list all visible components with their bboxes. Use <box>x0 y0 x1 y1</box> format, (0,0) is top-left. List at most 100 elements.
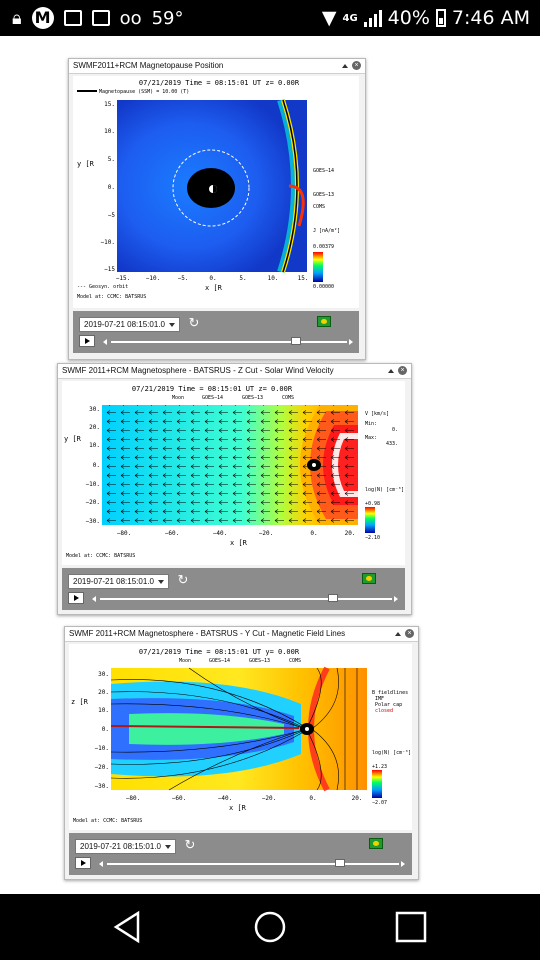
colorbar-min: −2.10 <box>365 535 380 541</box>
colorbar <box>372 770 382 798</box>
step-back-icon[interactable] <box>92 596 96 602</box>
legend-item: GOES−14 <box>209 658 230 664</box>
widget-title-bar: SWMF2011+RCM Magnetopause Position × <box>69 59 365 74</box>
legend-item: COMS <box>289 658 301 664</box>
recents-button[interactable] <box>395 911 427 943</box>
play-button[interactable] <box>68 592 84 604</box>
colorbar-min: 0.00000 <box>313 284 334 290</box>
x-tick: 20. <box>352 795 363 802</box>
time-slider[interactable] <box>107 863 399 865</box>
x-tick: 20. <box>345 530 356 537</box>
refresh-icon[interactable]: ↻ <box>177 572 189 587</box>
y-tick: 30. <box>98 671 109 678</box>
temperature: 59° <box>151 7 184 29</box>
y-axis-label: y [R <box>64 435 82 443</box>
network-type: 4G <box>342 12 358 24</box>
x-tick: −20. <box>262 795 276 802</box>
plot-title: 07/21/2019 Time = 08:15:01 UT z= 0.00R <box>132 385 293 393</box>
model-label: Model at: CCMC: BATSRUS <box>73 818 142 824</box>
magnetopause-widget: SWMF2011+RCM Magnetopause Position × 07/… <box>68 58 366 360</box>
max-label: Max: <box>365 435 377 441</box>
flag-icon[interactable] <box>369 838 383 849</box>
x-tick: 0. <box>309 795 316 802</box>
widget-title-bar: SWMF 2011+RCM Magnetosphere - BATSRUS - … <box>58 364 411 379</box>
flag-icon[interactable] <box>317 316 331 327</box>
fieldline-legend: IMF <box>375 696 384 702</box>
slider-thumb[interactable] <box>291 337 301 345</box>
widget-title: SWMF 2011+RCM Magnetosphere - BATSRUS - … <box>69 629 346 638</box>
x-tick: 0. <box>209 275 216 282</box>
y-tick: 20. <box>98 689 109 696</box>
y-tick: −15 <box>104 266 115 273</box>
home-button[interactable] <box>254 911 286 943</box>
calendar-icon <box>91 10 110 26</box>
widget-title: SWMF2011+RCM Magnetopause Position <box>73 61 224 70</box>
lock-icon: 🔒︎ <box>12 7 22 29</box>
navigation-bar <box>0 894 540 960</box>
refresh-icon[interactable]: ↻ <box>184 837 196 852</box>
refresh-icon[interactable]: ↻ <box>188 315 200 330</box>
date-select[interactable]: 2019-07-21 08:15:01.0 <box>68 574 169 589</box>
step-back-icon[interactable] <box>99 861 103 867</box>
y-tick: 0. <box>102 726 109 733</box>
step-forward-icon[interactable] <box>394 596 398 602</box>
y-tick: −5 <box>108 212 116 219</box>
y-tick: −30. <box>86 518 100 525</box>
x-tick: −40. <box>218 795 232 802</box>
collapse-icon[interactable] <box>342 63 348 68</box>
y-tick: 0. <box>93 462 100 469</box>
vector-label: V [km/s] <box>365 411 389 417</box>
voicemail-icon: oo <box>119 7 142 29</box>
playback-panel: 2019-07-21 08:15:01.0 ↻ <box>62 568 405 610</box>
x-tick: 0. <box>310 530 317 537</box>
x-axis-label: x [R <box>205 284 223 292</box>
close-icon[interactable]: × <box>352 61 361 70</box>
marker-label: GOES−13 <box>313 192 334 198</box>
x-axis-label: x [R <box>229 804 247 812</box>
x-tick: 10. <box>268 275 279 282</box>
back-button[interactable] <box>113 910 140 944</box>
colorbar-label: log(N) [cm⁻³] <box>372 750 411 756</box>
flag-icon[interactable] <box>362 573 376 584</box>
x-tick: −20. <box>259 530 273 537</box>
close-icon[interactable]: × <box>405 629 414 638</box>
play-button[interactable] <box>75 857 91 869</box>
step-forward-icon[interactable] <box>349 339 353 345</box>
collapse-icon[interactable] <box>388 368 394 373</box>
min-value: 0. <box>392 427 398 433</box>
x-axis-label: x [R <box>230 539 248 547</box>
collapse-icon[interactable] <box>395 631 401 636</box>
legend-item: Moon <box>172 395 184 401</box>
legend-item: Moon <box>179 658 191 664</box>
fieldline-legend: B fieldlines <box>372 690 408 696</box>
clock: 7:46 AM <box>451 7 530 29</box>
colorbar <box>313 252 323 282</box>
time-slider[interactable] <box>111 341 347 343</box>
model-label: Model at: CCMC: BATSRUS <box>77 294 146 300</box>
date-select[interactable]: 2019-07-21 08:15:01.0 <box>75 839 176 854</box>
close-icon[interactable]: × <box>398 366 407 375</box>
time-slider[interactable] <box>100 598 392 600</box>
y-tick: −10. <box>95 745 109 752</box>
x-tick: −60. <box>172 795 186 802</box>
x-tick: −60. <box>165 530 179 537</box>
legend-item: GOES−14 <box>202 395 223 401</box>
y-cut-plot: 07/21/2019 Time = 08:15:01 UT y= 0.00R M… <box>69 644 412 830</box>
legend-item: GOES−13 <box>242 395 263 401</box>
app-logo-icon: M <box>31 7 54 29</box>
slider-thumb[interactable] <box>328 594 338 602</box>
step-forward-icon[interactable] <box>401 861 405 867</box>
x-tick: −80. <box>117 530 131 537</box>
y-tick: −20. <box>86 499 100 506</box>
battery-percent: 40% <box>387 7 430 29</box>
legend-line: Magnetopause (SSM) = 10.00 (T) <box>99 89 189 95</box>
date-select[interactable]: 2019-07-21 08:15:01.0 <box>79 317 180 332</box>
colorbar-min: −2.07 <box>372 800 387 806</box>
play-button[interactable] <box>79 335 95 347</box>
orbit-label: --- Geosyn. orbit <box>77 284 128 290</box>
back-icon[interactable] <box>113 910 140 944</box>
step-back-icon[interactable] <box>103 339 107 345</box>
y-axis-label: z [R <box>71 698 89 706</box>
slider-thumb[interactable] <box>335 859 345 867</box>
min-label: Min: <box>365 421 377 427</box>
